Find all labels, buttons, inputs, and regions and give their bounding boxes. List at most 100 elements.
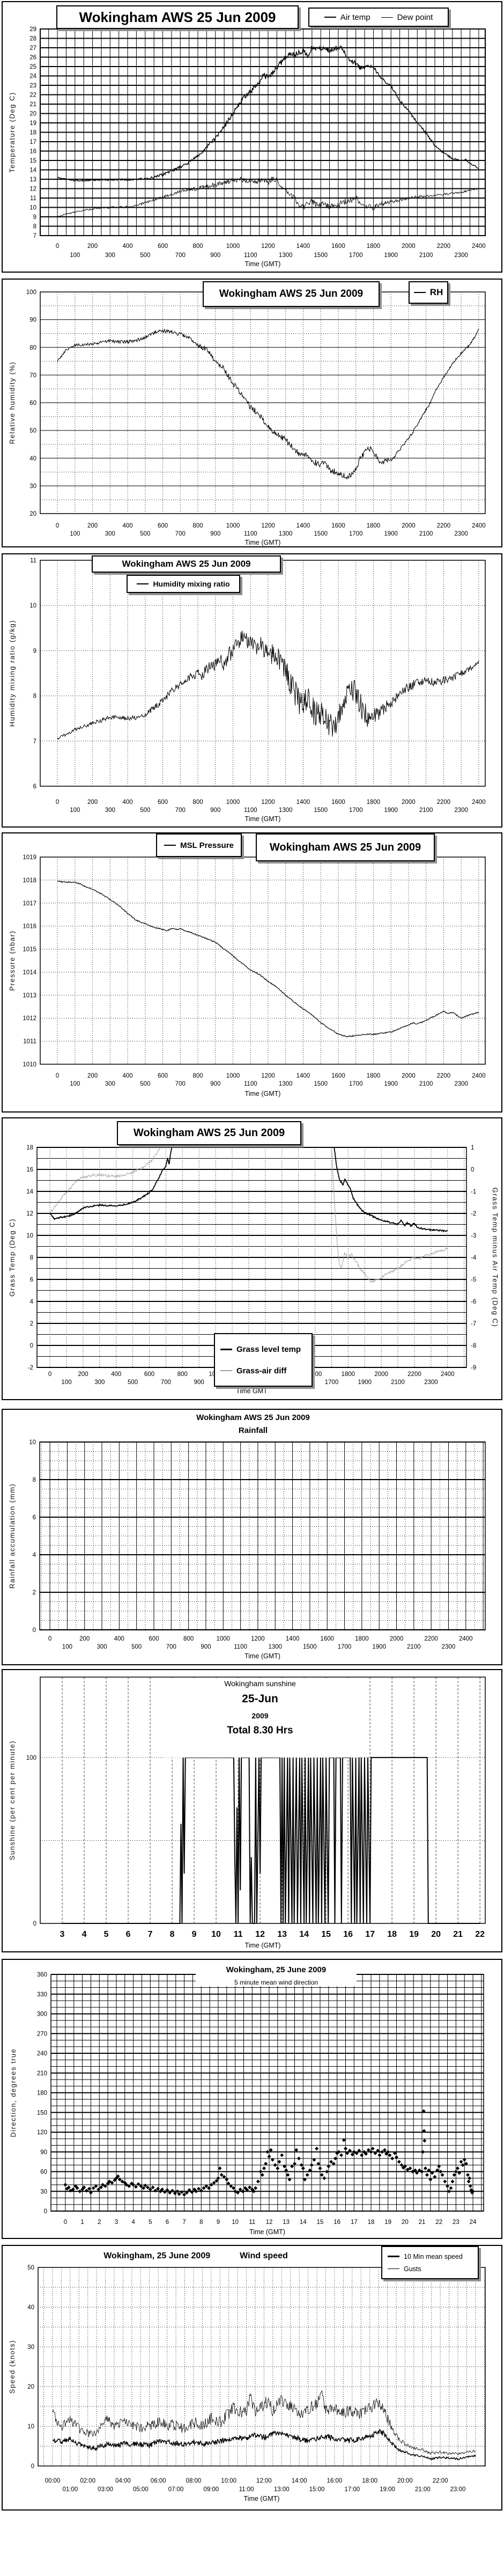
svg-text:14: 14 xyxy=(300,2219,307,2226)
legend-label: Humidity mixing ratio xyxy=(153,580,230,588)
svg-text:1013: 1013 xyxy=(23,992,36,999)
svg-text:500: 500 xyxy=(140,807,150,814)
svg-text:400: 400 xyxy=(122,523,132,529)
svg-text:15: 15 xyxy=(317,2219,324,2226)
legend-item-mixing-ratio: Humidity mixing ratio xyxy=(137,580,230,588)
svg-text:500: 500 xyxy=(128,1379,138,1386)
svg-text:2400: 2400 xyxy=(459,1636,473,1642)
svg-text:700: 700 xyxy=(175,531,186,537)
svg-text:21:00: 21:00 xyxy=(415,2486,431,2493)
chart-panel-rainfall: 0 2 4 6 8 10 0 200 400 600 800 1000 1200 1400 1600 1800… xyxy=(2,1409,502,1665)
svg-text:Time (GMT): Time (GMT) xyxy=(249,2228,285,2236)
svg-text:16: 16 xyxy=(29,149,36,155)
svg-text:600: 600 xyxy=(158,243,168,250)
chart-title-sunshine: Wokingham sunshine 25-Jun 2009 Total 8.3… xyxy=(164,1678,357,1758)
svg-text:0: 0 xyxy=(33,1627,36,1634)
svg-text:01:00: 01:00 xyxy=(62,2486,78,2493)
svg-text:22: 22 xyxy=(435,2219,442,2226)
legend-pressure: MSL Pressure xyxy=(156,833,242,857)
svg-text:2300: 2300 xyxy=(454,807,468,814)
svg-text:1900: 1900 xyxy=(384,807,398,814)
svg-text:1200: 1200 xyxy=(251,1636,265,1642)
svg-text:1500: 1500 xyxy=(314,252,328,259)
svg-text:1800: 1800 xyxy=(342,1371,355,1378)
svg-text:2400: 2400 xyxy=(441,1371,455,1378)
svg-text:9: 9 xyxy=(33,214,36,221)
svg-text:5: 5 xyxy=(149,2219,152,2226)
title-line-2: 25-Jun xyxy=(242,1693,278,1705)
svg-text:Temperature (Deg C): Temperature (Deg C) xyxy=(8,92,16,173)
svg-text:22: 22 xyxy=(29,92,36,99)
svg-text:200: 200 xyxy=(87,799,98,806)
legend-item-gusts: Gusts xyxy=(388,2265,421,2273)
svg-text:800: 800 xyxy=(183,1636,194,1642)
svg-text:23: 23 xyxy=(453,2219,459,2226)
svg-text:16: 16 xyxy=(26,1167,33,1173)
svg-text:150: 150 xyxy=(37,2110,47,2116)
svg-text:80: 80 xyxy=(29,345,36,351)
svg-text:10: 10 xyxy=(232,2219,239,2226)
title-text: Wokingham, 25 June 2009 xyxy=(226,1965,327,1974)
chart-panel-pressure: 1010 1011 1012 1013 1014 1015 1016 1017 1018 1019… xyxy=(2,832,502,1113)
svg-text:18:00: 18:00 xyxy=(362,2478,377,2484)
svg-text:400: 400 xyxy=(114,1636,124,1642)
svg-text:1000: 1000 xyxy=(226,799,240,806)
legend-label: Grass level temp xyxy=(236,1344,301,1354)
svg-text:0: 0 xyxy=(56,243,59,250)
svg-text:100: 100 xyxy=(62,1644,72,1650)
svg-text:0: 0 xyxy=(33,1921,36,1927)
svg-text:Grass Temp minus Air Temp (Deg: Grass Temp minus Air Temp (Deg C) xyxy=(491,1188,499,1328)
pressure-plot: 1010 1011 1012 1013 1014 1015 1016 1017 1018 1019… xyxy=(8,854,486,1097)
svg-text:9: 9 xyxy=(217,2219,220,2226)
svg-text:1000: 1000 xyxy=(226,523,240,529)
svg-text:18: 18 xyxy=(368,2219,375,2226)
title-text-2: Wind speed xyxy=(240,2251,288,2260)
chart-title-wind-direction: Wokingham, 25 June 2009 5 minute mean wi… xyxy=(196,1965,357,1986)
svg-text:19: 19 xyxy=(409,1930,419,1939)
svg-text:Direction, degrees true: Direction, degrees true xyxy=(9,2048,17,2137)
svg-text:90: 90 xyxy=(40,2149,47,2156)
svg-text:16: 16 xyxy=(333,2219,340,2226)
svg-text:1700: 1700 xyxy=(325,1379,339,1386)
subtitle-text: 5 minute mean wind direction xyxy=(234,1979,318,1986)
svg-text:00:00: 00:00 xyxy=(45,2478,61,2484)
svg-text:1100: 1100 xyxy=(244,1081,257,1087)
svg-text:100: 100 xyxy=(61,1379,71,1386)
svg-text:200: 200 xyxy=(87,243,98,250)
svg-text:1600: 1600 xyxy=(331,799,345,806)
svg-text:50: 50 xyxy=(27,2265,34,2271)
subtitle-text: Rainfall xyxy=(238,1426,268,1435)
svg-text:22: 22 xyxy=(475,1930,485,1939)
svg-text:500: 500 xyxy=(140,531,150,537)
svg-text:8: 8 xyxy=(33,693,36,700)
svg-text:1300: 1300 xyxy=(279,807,293,814)
svg-text:0: 0 xyxy=(30,1343,33,1349)
svg-text:1900: 1900 xyxy=(384,531,398,537)
svg-text:500: 500 xyxy=(131,1644,142,1650)
svg-text:240: 240 xyxy=(37,2051,47,2057)
svg-text:Relative humidity (%): Relative humidity (%) xyxy=(8,361,16,444)
svg-text:100: 100 xyxy=(70,252,80,259)
svg-text:1000: 1000 xyxy=(226,243,240,250)
svg-text:Time (GMT): Time (GMT) xyxy=(244,2495,280,2502)
svg-text:1: 1 xyxy=(471,1145,474,1151)
svg-text:30: 30 xyxy=(27,2344,34,2351)
svg-text:20: 20 xyxy=(27,2384,34,2390)
chart-title-wind-speed: Wokingham, 25 June 2009 Wind speed xyxy=(46,2251,346,2261)
svg-text:2100: 2100 xyxy=(419,807,433,814)
chart-title-grass-temp: Wokingham AWS 25 Jun 2009 xyxy=(117,1121,301,1145)
svg-text:08:00: 08:00 xyxy=(186,2478,202,2484)
svg-text:1000: 1000 xyxy=(216,1636,230,1642)
svg-text:900: 900 xyxy=(210,531,220,537)
svg-text:300: 300 xyxy=(105,1081,115,1087)
svg-text:1100: 1100 xyxy=(244,807,257,814)
svg-text:12: 12 xyxy=(255,1930,265,1939)
svg-text:360: 360 xyxy=(37,1972,47,1978)
svg-text:2400: 2400 xyxy=(472,799,486,806)
svg-text:Time (GMT): Time (GMT) xyxy=(245,815,281,823)
msl-pressure-line-swatch xyxy=(164,845,176,846)
svg-text:2100: 2100 xyxy=(419,1081,433,1087)
svg-text:1900: 1900 xyxy=(384,1081,398,1087)
